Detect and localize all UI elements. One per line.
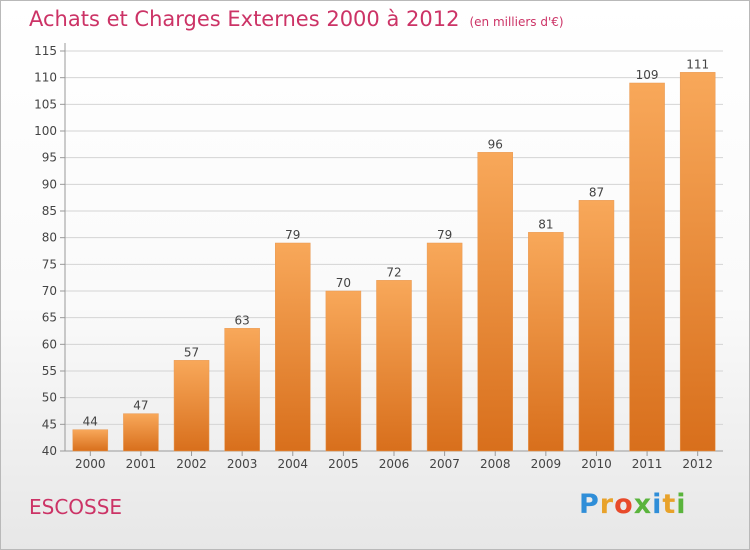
logo-letter: t (662, 489, 677, 520)
bar-2006 (376, 280, 412, 452)
y-tick-label: 115 (34, 44, 57, 58)
chart-title-text: Achats et Charges Externes 2000 à 2012 (29, 7, 460, 31)
logo-letter: i (676, 489, 687, 520)
y-tick-label: 80 (42, 231, 57, 245)
place-name: ESCOSSE (29, 495, 123, 519)
bar-2009 (528, 232, 564, 452)
chart-title: Achats et Charges Externes 2000 à 2012 (e… (29, 7, 564, 31)
y-tick-label: 70 (42, 284, 57, 298)
y-tick-label: 50 (42, 391, 57, 405)
data-label-2003: 63 (235, 313, 250, 327)
logo-letter: r (599, 489, 615, 520)
y-tick-label: 105 (34, 97, 57, 111)
bar-2008 (477, 152, 513, 452)
y-tick-label: 45 (42, 417, 57, 431)
bar-2010 (578, 200, 615, 452)
bar-2000 (72, 429, 109, 452)
chart-subtitle: (en milliers d'€) (469, 15, 564, 29)
data-label-2006: 72 (386, 265, 401, 279)
y-tick-label: 75 (42, 257, 57, 271)
data-label-2012: 111 (686, 57, 709, 71)
y-tick-label: 110 (34, 71, 57, 85)
data-label-2004: 79 (285, 228, 300, 242)
y-tick-label: 90 (42, 177, 57, 191)
x-tick-label-2006: 2006 (379, 457, 410, 471)
bar-2011 (629, 82, 665, 452)
x-tick-label-2001: 2001 (126, 457, 157, 471)
x-tick-label-2011: 2011 (632, 457, 663, 471)
y-tick-label: 95 (42, 151, 57, 165)
bar-2004 (275, 242, 311, 452)
data-label-2000: 44 (83, 415, 98, 429)
x-tick-label-2009: 2009 (531, 457, 562, 471)
bar-2005 (325, 290, 362, 452)
logo-letter: P (579, 489, 600, 520)
x-tick-label-2004: 2004 (277, 457, 308, 471)
data-label-2011: 109 (636, 68, 659, 82)
logo-letter: i (652, 489, 663, 520)
x-tick-label-2008: 2008 (480, 457, 511, 471)
data-label-2002: 57 (184, 345, 199, 359)
y-tick-label: 100 (34, 124, 57, 138)
bar-2007 (426, 242, 463, 452)
bar-2012 (679, 72, 716, 452)
x-tick-label-2002: 2002 (176, 457, 207, 471)
proxiti-logo[interactable]: Proxiti (579, 489, 687, 520)
x-tick-label-2000: 2000 (75, 457, 106, 471)
bars (72, 72, 716, 452)
x-tick-label-2005: 2005 (328, 457, 359, 471)
x-tick-label-2007: 2007 (429, 457, 460, 471)
y-tick-label: 40 (42, 444, 57, 458)
bar-2002 (173, 360, 210, 452)
x-tick-label-2003: 2003 (227, 457, 258, 471)
x-tick-label-2010: 2010 (581, 457, 612, 471)
y-tick-label: 65 (42, 311, 57, 325)
axes: 40 45 50 55 60 65 70 75 80 85 90 95 100 105 110 115 2000… (34, 43, 723, 471)
logo-letter: x (633, 489, 653, 520)
data-labels: 44 47 57 63 79 70 72 79 96 81 87 109 111 (83, 57, 709, 428)
data-label-2001: 47 (133, 399, 148, 413)
data-label-2010: 87 (589, 185, 604, 199)
x-tick-label-2012: 2012 (682, 457, 713, 471)
data-label-2005: 70 (336, 276, 351, 290)
bar-2001 (123, 413, 159, 452)
y-tick-label: 60 (42, 337, 57, 351)
data-label-2009: 81 (538, 217, 553, 231)
data-label-2008: 96 (488, 137, 503, 151)
bar-2003 (224, 328, 260, 452)
data-label-2007: 79 (437, 228, 452, 242)
y-tick-label: 55 (42, 364, 57, 378)
logo-letter: o (614, 489, 634, 520)
y-tick-label: 85 (42, 204, 57, 218)
